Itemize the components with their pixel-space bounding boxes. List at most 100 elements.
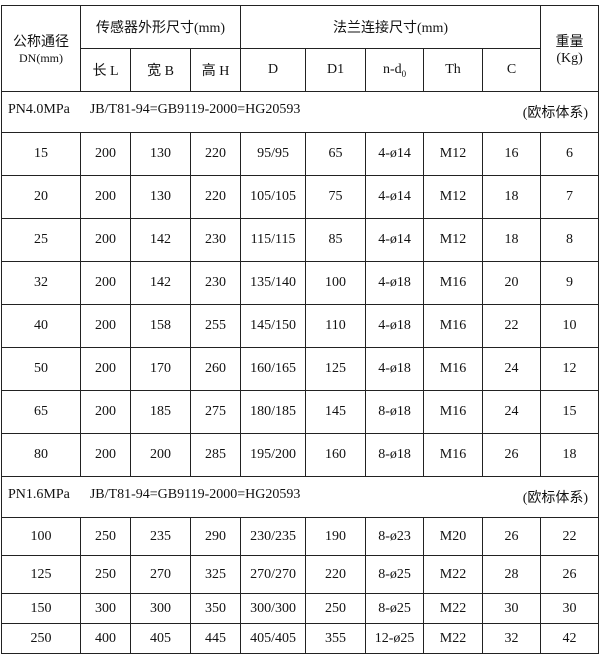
table-cell: M16 [423, 304, 484, 348]
col-width: 宽 B [130, 48, 191, 92]
table-cell: 7 [540, 175, 600, 219]
table-cell: 16 [482, 132, 542, 176]
table-cell: 4-ø14 [365, 132, 425, 176]
table-cell: 150 [1, 593, 81, 624]
table-cell: M16 [423, 433, 484, 477]
col-height: 高 H [189, 48, 242, 92]
table-cell: 130 [130, 175, 191, 219]
table-cell: 30 [482, 593, 542, 624]
table-cell: 170 [130, 347, 191, 391]
standard-label: JB/T81-94=GB9119-2000=HG20593 [89, 487, 301, 502]
table-cell: 105/105 [240, 175, 307, 219]
table-cell: 200 [80, 218, 131, 262]
table-cell: 8-ø18 [365, 433, 425, 477]
table-cell: 300/300 [240, 593, 307, 624]
table-cell: 20 [482, 261, 542, 305]
table-cell: 260 [189, 347, 242, 391]
table-row: 50 200 170 260 160/165 125 4-ø18 M16 24 12 [1, 347, 600, 391]
table-cell: 285 [189, 433, 242, 477]
table-cell: 220 [189, 132, 242, 176]
table-row: 65 200 185 275 180/185 145 8-ø18 M16 24 15 [1, 390, 600, 434]
col-d1: D1 [305, 48, 367, 92]
table-cell: 15 [540, 390, 600, 434]
table-cell: 158 [130, 304, 191, 348]
table-cell: M16 [423, 347, 484, 391]
table-cell: 15 [1, 132, 81, 176]
table-cell: M22 [423, 555, 484, 594]
table-cell: 26 [482, 517, 542, 556]
table-row: 25 200 142 230 115/115 85 4-ø14 M12 18 8 [1, 218, 600, 262]
table-cell: 230 [189, 261, 242, 305]
table-cell: 445 [189, 623, 242, 654]
table-cell: 405 [130, 623, 191, 654]
table-cell: 200 [130, 433, 191, 477]
table-cell: 100 [305, 261, 367, 305]
table-cell: 325 [189, 555, 242, 594]
dn-header: 公称通径 DN(mm) [1, 5, 81, 92]
table-cell: 24 [482, 347, 542, 391]
table-cell: M16 [423, 261, 484, 305]
table-cell: 8-ø23 [365, 517, 425, 556]
table-cell: 12-ø25 [365, 623, 425, 654]
table-cell: M12 [423, 175, 484, 219]
table-cell: 20 [1, 175, 81, 219]
table-cell: 18 [482, 218, 542, 262]
table-cell: M22 [423, 623, 484, 654]
table-cell: 160 [305, 433, 367, 477]
table-cell: 290 [189, 517, 242, 556]
table-cell: 25 [1, 218, 81, 262]
table-row: 100 250 235 290 230/235 190 8-ø23 M20 26 22 [1, 517, 600, 556]
table-cell: 400 [80, 623, 131, 654]
table-cell: 22 [482, 304, 542, 348]
section-cell: PN1.6MPa JB/T81-94=GB9119-2000=HG20593 (欧标… [0, 476, 600, 518]
table-row: 20 200 130 220 105/105 75 4-ø14 M12 18 7 [1, 175, 600, 219]
table-cell: 190 [305, 517, 367, 556]
table-cell: 4-ø18 [365, 347, 425, 391]
table-cell: 85 [305, 218, 367, 262]
table-cell: 65 [305, 132, 367, 176]
flange-dimensions-header: 法兰连接尺寸(mm) [240, 5, 542, 49]
section-cell: PN4.0MPa JB/T81-94=GB9119-2000=HG20593 (欧标… [0, 91, 600, 133]
table-cell: 75 [305, 175, 367, 219]
table-cell: 24 [482, 390, 542, 434]
table-row: 250 400 405 445 405/405 355 12-ø25 M22 32 42 [1, 623, 600, 654]
table-cell: 200 [80, 132, 131, 176]
table-cell: 135/140 [240, 261, 307, 305]
table-cell: M16 [423, 390, 484, 434]
table-cell: 4-ø14 [365, 175, 425, 219]
pressure-label: PN4.0MPa [8, 102, 70, 117]
table-cell: 195/200 [240, 433, 307, 477]
table-cell: 200 [80, 261, 131, 305]
table-cell: 355 [305, 623, 367, 654]
sensor-dimensions-header: 传感器外形尺寸(mm) [79, 5, 242, 49]
table-cell: 26 [540, 555, 600, 594]
section-row: PN1.6MPa JB/T81-94=GB9119-2000=HG20593 (欧标… [0, 476, 600, 518]
section-row: PN4.0MPa JB/T81-94=GB9119-2000=HG20593 (欧标… [0, 91, 600, 133]
table-cell: M12 [423, 132, 484, 176]
table-cell: 110 [305, 304, 367, 348]
table-row: 32 200 142 230 135/140 100 4-ø18 M16 20 9 [1, 261, 600, 305]
table-cell: 230 [189, 218, 242, 262]
table-cell: 220 [305, 555, 367, 594]
table-cell: 65 [1, 390, 81, 434]
table-row: 125 250 270 325 270/270 220 8-ø25 M22 28 26 [1, 555, 600, 594]
table-cell: 8 [540, 218, 600, 262]
table-cell: 100 [1, 517, 81, 556]
system-label: (欧标体系) [522, 106, 589, 121]
table-cell: 142 [130, 218, 191, 262]
col-c: C [482, 48, 542, 92]
table-cell: 270 [130, 555, 191, 594]
table-cell: 130 [130, 132, 191, 176]
table-cell: M12 [423, 218, 484, 262]
table-cell: 4-ø14 [365, 218, 425, 262]
table-cell: 250 [80, 517, 131, 556]
table-cell: 18 [540, 433, 600, 477]
standard-label: JB/T81-94=GB9119-2000=HG20593 [89, 102, 301, 117]
table-cell: 8-ø18 [365, 390, 425, 434]
table-row: 150 300 300 350 300/300 250 8-ø25 M22 30 30 [1, 593, 600, 624]
table-cell: 180/185 [240, 390, 307, 434]
table-cell: 40 [1, 304, 81, 348]
table-cell: 26 [482, 433, 542, 477]
table-cell: 18 [482, 175, 542, 219]
table-cell: 300 [130, 593, 191, 624]
